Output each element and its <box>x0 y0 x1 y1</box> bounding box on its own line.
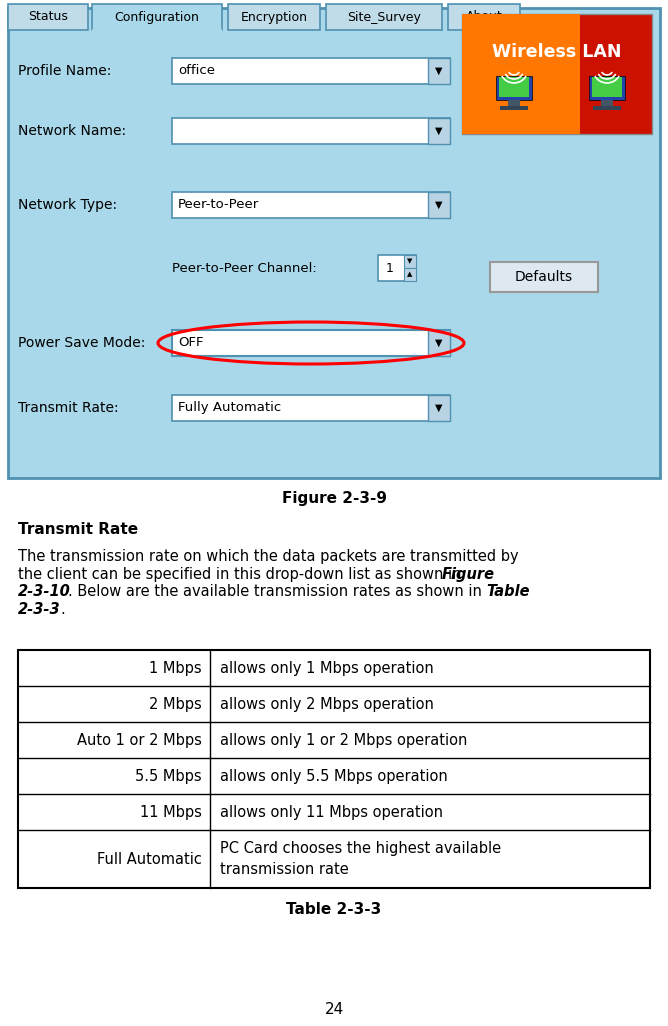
Text: 11 Mbps: 11 Mbps <box>140 804 202 820</box>
Text: Encryption: Encryption <box>240 10 307 24</box>
Text: 24: 24 <box>325 1002 343 1018</box>
Text: 1 Mbps: 1 Mbps <box>150 661 202 675</box>
Text: Table 2-3-3: Table 2-3-3 <box>287 903 381 917</box>
Text: allows only 5.5 Mbps operation: allows only 5.5 Mbps operation <box>220 768 448 784</box>
Text: . Below are the available transmission rates as shown in: . Below are the available transmission r… <box>68 585 486 599</box>
Bar <box>508 100 520 106</box>
Text: 2 Mbps: 2 Mbps <box>149 697 202 711</box>
Bar <box>172 58 450 84</box>
Text: Defaults: Defaults <box>515 270 573 284</box>
Bar <box>490 262 598 292</box>
Bar <box>593 106 621 110</box>
Bar <box>172 395 450 421</box>
Text: 5.5 Mbps: 5.5 Mbps <box>136 768 202 784</box>
Bar <box>448 4 520 30</box>
Bar <box>8 8 660 478</box>
Bar <box>462 14 652 134</box>
Text: PC Card chooses the highest available: PC Card chooses the highest available <box>220 841 501 857</box>
Text: ▼: ▼ <box>407 259 413 265</box>
Text: ▼: ▼ <box>436 200 443 210</box>
Bar <box>428 395 450 421</box>
Text: ▼: ▼ <box>436 338 443 348</box>
Text: ▼: ▼ <box>436 403 443 413</box>
Text: Table: Table <box>486 585 530 599</box>
Text: allows only 1 or 2 Mbps operation: allows only 1 or 2 Mbps operation <box>220 733 468 748</box>
Text: allows only 2 Mbps operation: allows only 2 Mbps operation <box>220 697 434 711</box>
Bar <box>428 192 450 218</box>
Text: transmission rate: transmission rate <box>220 862 349 876</box>
Bar <box>404 268 416 281</box>
Bar <box>172 330 450 356</box>
Bar <box>601 100 613 106</box>
Bar <box>8 4 88 30</box>
Text: Status: Status <box>28 10 68 24</box>
Bar <box>378 255 416 281</box>
Bar <box>92 29 222 32</box>
Text: About: About <box>466 10 502 24</box>
Bar <box>228 4 320 30</box>
Text: Network Type:: Network Type: <box>18 198 117 212</box>
Text: ▼: ▼ <box>436 66 443 76</box>
Bar <box>428 58 450 84</box>
Text: .: . <box>60 602 65 618</box>
Text: allows only 11 Mbps operation: allows only 11 Mbps operation <box>220 804 443 820</box>
Bar <box>500 106 528 110</box>
Bar <box>326 4 442 30</box>
Text: Figure 2-3-9: Figure 2-3-9 <box>281 490 387 506</box>
Text: OFF: OFF <box>178 337 204 350</box>
Bar <box>428 330 450 356</box>
Text: 2-3-10: 2-3-10 <box>18 585 71 599</box>
Text: Fully Automatic: Fully Automatic <box>178 401 281 415</box>
Bar <box>592 77 622 97</box>
Text: 2-3-3: 2-3-3 <box>18 602 61 618</box>
Text: Wireless LAN: Wireless LAN <box>492 43 622 61</box>
Text: ▲: ▲ <box>407 272 413 277</box>
Text: Network Name:: Network Name: <box>18 124 126 139</box>
Bar <box>499 77 529 97</box>
Text: Full Automatic: Full Automatic <box>97 852 202 867</box>
Text: The transmission rate on which the data packets are transmitted by: The transmission rate on which the data … <box>18 549 518 563</box>
Bar <box>172 118 450 144</box>
Text: the client can be specified in this drop-down list as shown in: the client can be specified in this drop… <box>18 566 466 582</box>
Bar <box>496 76 532 100</box>
Bar <box>589 76 625 100</box>
Bar <box>172 192 450 218</box>
Text: Configuration: Configuration <box>115 10 200 24</box>
Bar <box>18 650 650 887</box>
Text: Auto 1 or 2 Mbps: Auto 1 or 2 Mbps <box>77 733 202 748</box>
Text: Power Save Mode:: Power Save Mode: <box>18 336 146 350</box>
Text: 1: 1 <box>386 262 394 275</box>
Bar <box>462 14 580 134</box>
Bar <box>404 255 416 268</box>
Text: Profile Name:: Profile Name: <box>18 64 112 78</box>
Text: ▼: ▼ <box>436 126 443 136</box>
Text: Peer-to-Peer: Peer-to-Peer <box>178 198 259 211</box>
Text: Site_Survey: Site_Survey <box>347 10 421 24</box>
Text: Transmit Rate: Transmit Rate <box>18 522 138 538</box>
Text: Figure: Figure <box>442 566 495 582</box>
Text: Transmit Rate:: Transmit Rate: <box>18 401 119 415</box>
Bar <box>92 4 222 30</box>
Text: allows only 1 Mbps operation: allows only 1 Mbps operation <box>220 661 434 675</box>
Bar <box>428 118 450 144</box>
Text: Peer-to-Peer Channel:: Peer-to-Peer Channel: <box>172 262 317 275</box>
Text: office: office <box>178 65 215 78</box>
